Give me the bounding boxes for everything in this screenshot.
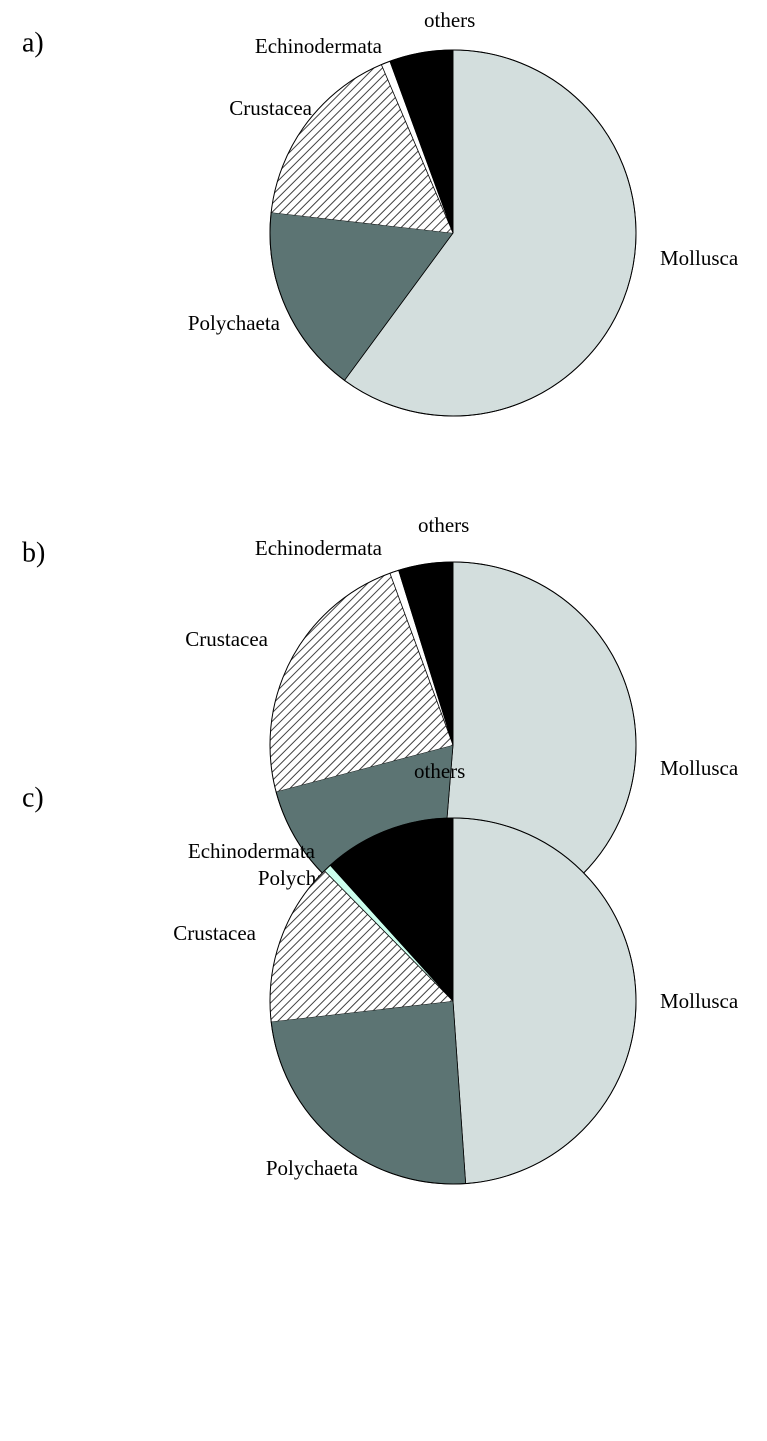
slice-label: others	[424, 8, 475, 32]
panel-label: a)	[22, 27, 44, 58]
slice-label: Crustacea	[173, 921, 256, 945]
slice-label: others	[414, 759, 465, 783]
pie-outline	[269, 817, 637, 1185]
panel-label: b)	[22, 537, 45, 568]
slice-label: others	[418, 513, 469, 537]
slice-label: Mollusca	[660, 756, 739, 780]
slice-label: Echinodermata	[255, 536, 383, 560]
pie-slice	[271, 64, 453, 234]
panel-label: c)	[22, 782, 44, 813]
pie-outline	[269, 49, 637, 417]
pie-slice	[452, 817, 637, 1184]
slice-label: Echinodermata	[255, 34, 383, 58]
pie-slice	[270, 573, 453, 792]
slice-label: Crustacea	[229, 96, 312, 120]
slice-label: Polychaeta	[188, 311, 281, 335]
slice-label: Mollusca	[660, 246, 739, 270]
slice-label: Echinodermata	[188, 839, 316, 863]
slice-label: Polychaeta	[266, 1156, 359, 1180]
pie-slice	[270, 870, 453, 1022]
slice-label: Crustacea	[185, 627, 268, 651]
slice-label: Mollusca	[660, 989, 739, 1013]
